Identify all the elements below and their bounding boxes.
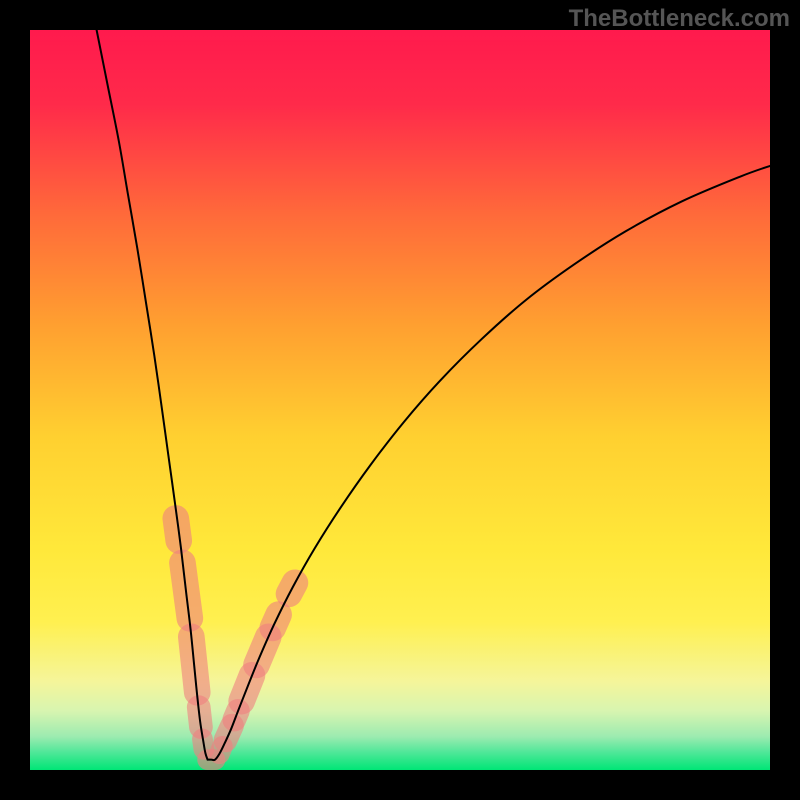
chart-canvas: TheBottleneck.com xyxy=(0,0,800,800)
watermark-text: TheBottleneck.com xyxy=(569,5,790,33)
frame-border xyxy=(0,0,800,800)
